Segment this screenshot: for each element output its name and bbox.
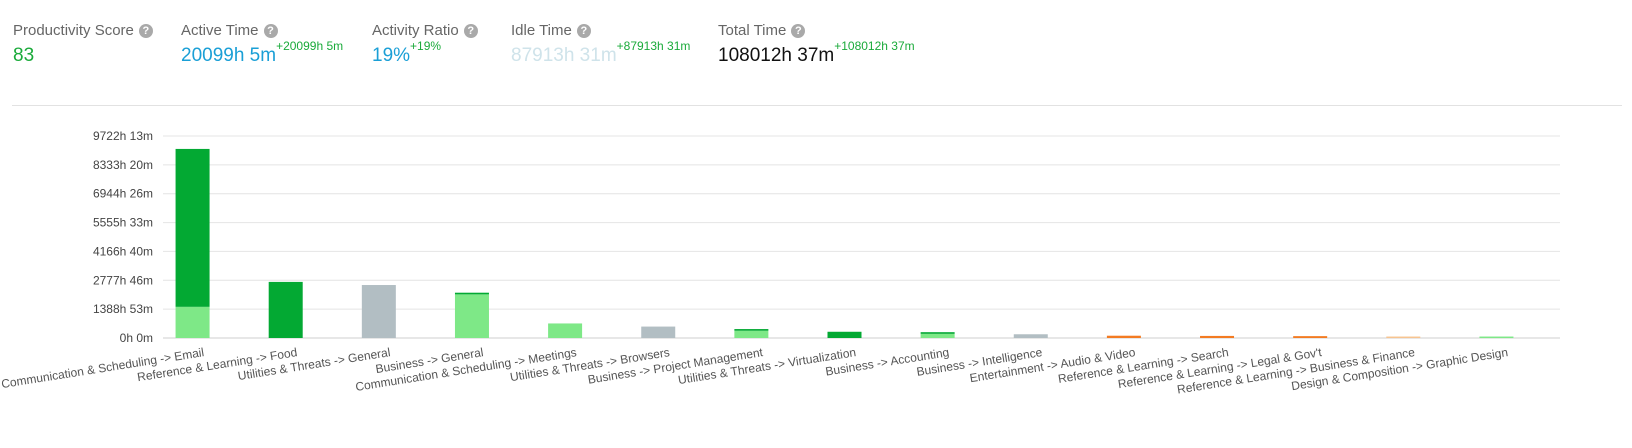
stat-value: 83 (13, 45, 35, 66)
stat-delta: +87913h 31m (616, 39, 691, 53)
y-tick-label: 4166h 40m (93, 244, 153, 258)
stat-delta: +20099h 5m (276, 39, 344, 53)
bar-segment[interactable] (1200, 335, 1235, 338)
help-icon[interactable]: ? (138, 23, 153, 38)
stat-label: Activity Ratio (372, 22, 459, 39)
y-tick-label: 0h 0m (120, 331, 153, 345)
y-tick-label: 1388h 53m (93, 302, 153, 316)
header-divider (12, 105, 1622, 106)
stat-label: Productivity Score (13, 22, 134, 39)
y-tick-label: 2777h 46m (93, 273, 153, 287)
bar-segment[interactable] (454, 292, 489, 295)
stat-activity-ratio: Activity Ratio? 19%+19% (372, 22, 478, 67)
stat-total-time: Total Time? 108012h 37m+108012h 37m (718, 22, 915, 67)
stat-delta: +108012h 37m (834, 39, 915, 53)
bar-segment[interactable] (1106, 335, 1141, 338)
bar-segment[interactable] (1013, 334, 1048, 338)
stat-idle-time: Idle Time? 87913h 31m+87913h 31m (511, 22, 690, 67)
bar-segment[interactable] (175, 148, 210, 307)
bar-segment[interactable] (827, 331, 862, 338)
bar-segment[interactable] (361, 285, 396, 338)
y-tick-label: 6944h 26m (93, 187, 153, 201)
help-icon[interactable]: ? (791, 23, 806, 38)
bar-segment[interactable] (641, 326, 676, 338)
help-icon[interactable]: ? (263, 23, 278, 38)
y-tick-label: 9722h 13m (93, 130, 153, 143)
stat-label: Idle Time (511, 22, 572, 39)
bar-segment[interactable] (1479, 336, 1514, 339)
stat-value: 20099h 5m (181, 45, 277, 66)
bar-segment[interactable] (920, 333, 955, 338)
stat-label: Total Time (718, 22, 787, 39)
help-icon[interactable]: ? (463, 23, 478, 38)
bar-segment[interactable] (454, 294, 489, 338)
category-time-chart: 0h 0m 1388h 53m 2777h 46m 4166h 40m 5555h 33… (0, 130, 1560, 397)
bar-segment[interactable] (268, 281, 303, 338)
y-tick-label: 5555h 33m (93, 216, 153, 230)
stat-value: 19% (372, 45, 411, 66)
stat-value: 87913h 31m (511, 45, 617, 66)
bar-segment[interactable] (734, 330, 769, 338)
bar-segment[interactable] (175, 306, 210, 338)
stats-header: Productivity Score? 83 Active Time? 2009… (0, 0, 1632, 106)
stat-value: 108012h 37m (718, 45, 835, 66)
y-tick-label: 8333h 20m (93, 158, 153, 172)
bar-segment[interactable] (920, 332, 955, 334)
stat-productivity-score: Productivity Score? 83 (13, 22, 153, 67)
bar-segment[interactable] (734, 329, 769, 331)
stat-delta: +19% (410, 39, 442, 53)
bar-segment[interactable] (1293, 336, 1328, 338)
bar-segment[interactable] (548, 323, 583, 338)
stat-label: Active Time (181, 22, 259, 39)
help-icon[interactable]: ? (576, 23, 591, 38)
stat-active-time: Active Time? 20099h 5m+20099h 5m (181, 22, 343, 67)
bar-segment[interactable] (1386, 336, 1421, 339)
